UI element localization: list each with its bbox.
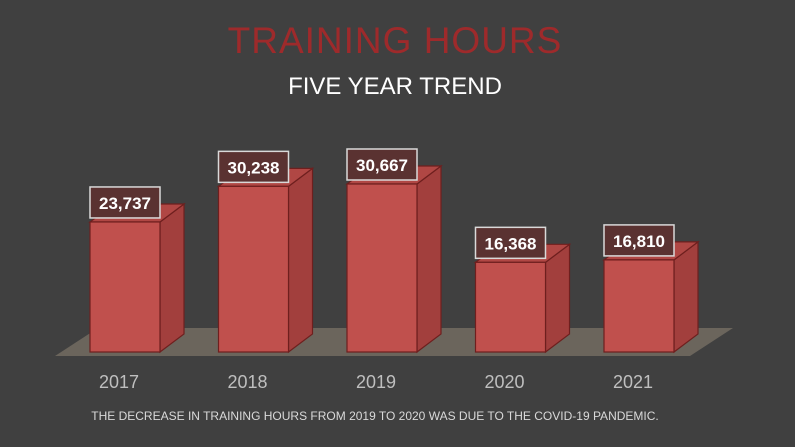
data-label-box [603,224,675,257]
bars-group: 23,737 30,238 30,667 16,368 16,810 [88,148,700,354]
bar-front-face [346,183,418,353]
bar-side-face [544,243,571,354]
bar-2018: 30,238 [216,150,315,354]
bar-side-face [673,240,699,354]
bar-front-face [217,185,290,353]
x-tick-label: 2020 [484,372,524,392]
bar-2019: 30,667 [345,148,443,354]
data-label-box [346,148,418,181]
x-tick-label: 2021 [613,372,653,392]
x-axis-ticks: 2017 2018 2019 2020 2021 [99,372,653,392]
bar-front-face [89,221,161,353]
x-tick-label: 2017 [99,372,139,392]
bar-front-face [474,261,547,353]
bar-2020: 16,368 [473,226,572,354]
chart-subtitle: FIVE YEAR TREND [288,73,502,100]
data-label-box [217,150,290,184]
bar-side-face [287,167,314,354]
chart-footnote: THE DECREASE IN TRAINING HOURS FROM 2019… [91,409,658,423]
data-label: 23,737 [99,194,151,213]
bar-front-face [603,259,675,353]
data-label-box [474,226,547,260]
x-tick-label: 2019 [356,372,396,392]
data-label: 16,810 [613,232,665,251]
bar-side-face [159,202,185,354]
chart-title: TRAINING HOURS [228,20,563,61]
bar-2017: 23,737 [88,186,186,354]
bar-side-face [416,164,442,354]
data-label: 30,667 [356,156,408,175]
data-label: 30,238 [228,158,280,177]
data-label: 16,368 [485,234,537,253]
bar-2021: 16,810 [602,224,700,354]
data-label-box [89,186,161,219]
x-tick-label: 2018 [227,372,267,392]
